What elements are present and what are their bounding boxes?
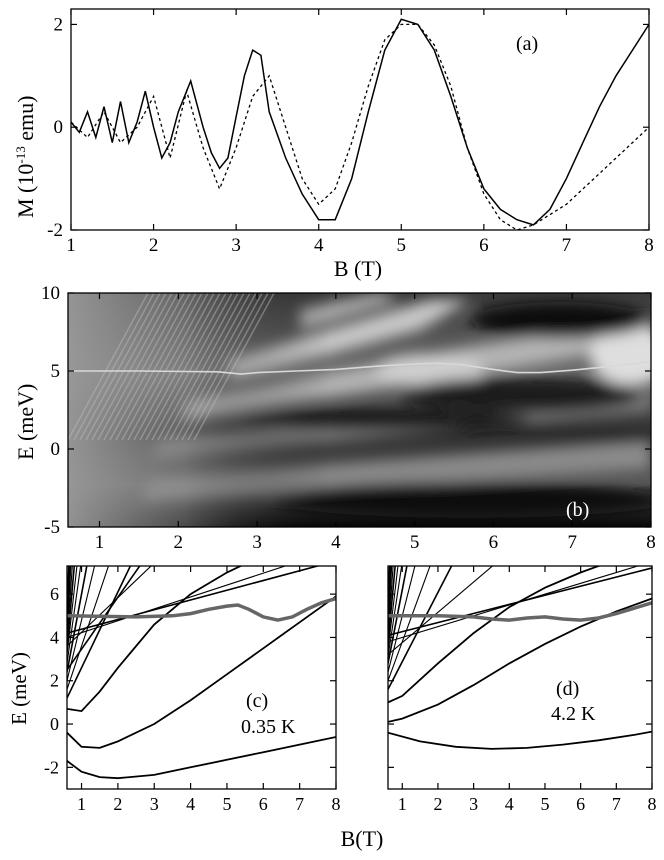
y-tick-label: 0 — [50, 714, 59, 734]
x-tick-label: 5 — [410, 532, 420, 553]
x-tick-label: 5 — [540, 794, 549, 814]
panel-a-xlabel: B (T) — [334, 256, 382, 281]
panel-a-ticks: 1 2 3 4 5 6 7 8 -2 0 2 — [47, 9, 654, 256]
panel-d-temperature: 4.2 K — [551, 703, 596, 725]
x-tick-label: 8 — [648, 794, 657, 814]
panel-b-heatmap — [68, 293, 651, 527]
x-tick-label: 2 — [433, 794, 442, 814]
panel-c-fermi-level-curve — [67, 596, 336, 622]
x-tick-label: 1 — [66, 235, 76, 256]
panel-c-frame — [66, 565, 337, 790]
y-tick-label: 2 — [54, 14, 64, 35]
panel-b-density-map: 1 2 3 4 5 6 7 8 -5 0 5 10 (b) E (meV) — [13, 283, 656, 553]
y-tick-label: 10 — [41, 283, 60, 304]
panel-a-magnetization: 1 2 3 4 5 6 7 8 -2 0 2 (a) M (10-13 emu) B (T) — [13, 8, 654, 281]
panel-d-ticks: 1 2 3 4 5 6 7 8 — [388, 566, 657, 814]
y-tick-label: -2 — [44, 757, 59, 777]
panel-a-frame — [70, 8, 650, 231]
landau-level-line — [67, 566, 287, 638]
panel-d-label: (d) — [556, 678, 579, 700]
y-tick-label: 5 — [51, 361, 61, 382]
panel-c-label: (c) — [246, 690, 268, 712]
panel-d-levels-42K: 1 2 3 4 5 6 7 8 (d) 4.2 K — [387, 565, 657, 814]
panel-b-frame — [67, 292, 652, 528]
x-tick-label: 3 — [231, 235, 241, 256]
x-tick-label: 1 — [95, 532, 105, 553]
x-tick-label: 6 — [479, 235, 489, 256]
panel-b-ylabel: E (meV) — [13, 384, 38, 460]
x-tick-label: 8 — [646, 532, 656, 553]
low-energy-level — [67, 595, 336, 749]
x-tick-label: 1 — [398, 794, 407, 814]
low-energy-level — [388, 730, 652, 750]
x-tick-label: 8 — [332, 794, 341, 814]
landau-level-line — [67, 566, 141, 671]
x-tick-label: 6 — [489, 532, 499, 553]
landau-level-line — [67, 566, 132, 699]
y-tick-label: 2 — [50, 671, 59, 691]
panel-b-fermi-level-curve — [68, 360, 651, 375]
x-tick-label: 3 — [252, 532, 262, 553]
low-energy-level — [67, 566, 243, 713]
x-tick-label: 5 — [222, 794, 231, 814]
bottom-xlabel: B(T) — [341, 826, 384, 851]
x-tick-label: 6 — [259, 794, 268, 814]
panel-b-label: (b) — [566, 499, 589, 521]
x-tick-label: 4 — [314, 235, 324, 256]
magnetization-series-solid — [70, 18, 650, 226]
panel-c-levels-035K: 1 2 3 4 5 6 7 8 -2 0 2 4 6 (c) 0.35 K E (meV) — [7, 565, 341, 814]
panel-c-low-levels — [67, 566, 336, 780]
panel-d-fermi-level-curve — [388, 601, 652, 622]
y-tick-label: 4 — [50, 627, 59, 647]
panel-d-low-levels — [388, 566, 652, 750]
x-tick-label: 4 — [186, 794, 195, 814]
low-energy-level — [67, 736, 336, 780]
y-tick-label: 0 — [51, 439, 61, 460]
panel-c-ticks: 1 2 3 4 5 6 7 8 -2 0 2 4 6 — [44, 566, 341, 814]
x-tick-label: 8 — [644, 235, 654, 256]
x-tick-label: 2 — [149, 235, 159, 256]
x-tick-label: 7 — [562, 235, 572, 256]
x-tick-label: 2 — [174, 532, 184, 553]
panel-c-level-fan — [67, 566, 321, 699]
panel-d-frame — [387, 565, 653, 790]
x-tick-label: 2 — [113, 794, 122, 814]
landau-level-line — [388, 566, 640, 643]
y-tick-label: 0 — [54, 117, 64, 138]
panel-b-ticks: 1 2 3 4 5 6 7 8 -5 0 5 10 — [41, 283, 656, 553]
landau-level-line — [388, 566, 453, 690]
landau-level-line — [67, 566, 321, 634]
x-tick-label: 1 — [77, 794, 86, 814]
y-tick-label: -5 — [44, 517, 60, 538]
x-tick-label: 3 — [469, 794, 478, 814]
panel-a-series — [70, 18, 650, 231]
x-tick-label: 7 — [295, 794, 304, 814]
magnetization-series-dashed — [70, 23, 650, 231]
x-tick-label: 4 — [505, 794, 514, 814]
panel-c-temperature: 0.35 K — [241, 716, 296, 738]
y-tick-label: -2 — [47, 220, 63, 241]
x-tick-label: 5 — [397, 235, 407, 256]
y-tick-label: 6 — [50, 584, 59, 604]
panel-a-label: (a) — [516, 33, 538, 55]
x-tick-label: 3 — [150, 794, 159, 814]
x-tick-label: 7 — [567, 532, 577, 553]
panel-a-ylabel: M (10-13 emu) — [13, 96, 38, 218]
x-tick-label: 4 — [331, 532, 341, 553]
x-tick-label: 6 — [576, 794, 585, 814]
panel-c-ylabel: E (meV) — [7, 652, 31, 725]
x-tick-label: 7 — [612, 794, 621, 814]
